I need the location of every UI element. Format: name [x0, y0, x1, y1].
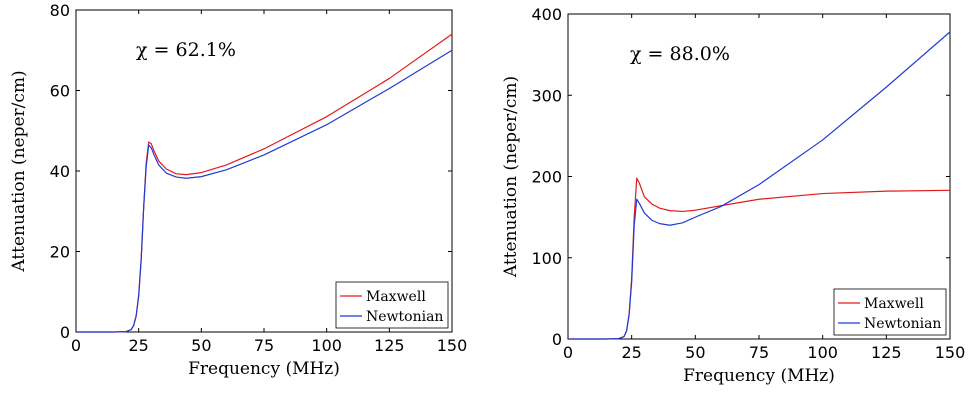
x-tick-label: 100 — [807, 343, 838, 362]
chi-annotation: χ = 88.0% — [630, 43, 730, 65]
y-tick-label: 200 — [531, 168, 562, 187]
legend-label-maxwell: Maxwell — [366, 289, 426, 305]
y-tick-label: 100 — [531, 249, 562, 268]
y-tick-label: 0 — [552, 330, 562, 349]
x-tick-label: 75 — [254, 336, 274, 355]
y-tick-label: 20 — [50, 243, 70, 262]
legend-label-newtonian: Newtonian — [366, 309, 443, 325]
x-tick-label: 100 — [311, 336, 342, 355]
x-tick-label: 150 — [935, 343, 966, 362]
x-tick-label: 0 — [563, 343, 573, 362]
series-line-newtonian — [568, 31, 951, 340]
y-tick-label: 400 — [531, 5, 562, 24]
chart-1: 0 25 50 75 100 125 150 0 20 40 60 80 Frequency (MHz)… — [9, 1, 467, 379]
y-tick-label: 60 — [50, 82, 70, 101]
legend-box — [335, 281, 449, 329]
x-tick-label: 0 — [71, 336, 81, 355]
x-tick-label: 50 — [685, 343, 705, 362]
legend-label-newtonian: Newtonian — [864, 316, 941, 332]
y-axis-label: Attenuation (neper/cm) — [9, 70, 29, 272]
x-tick-label: 150 — [437, 336, 468, 355]
y-tick-label: 300 — [531, 86, 562, 105]
y-tick-label: 0 — [60, 323, 70, 342]
legend: Maxwell Newtonian — [833, 288, 947, 336]
y-axis-label: Attenuation (neper/cm) — [501, 76, 521, 278]
x-tick-label: 125 — [374, 336, 405, 355]
x-tick-label: 125 — [871, 343, 902, 362]
series-line-newtonian — [76, 49, 453, 333]
chart-2: 0 25 50 75 100 125 150 0 100 200 300 400 Frequency (… — [501, 5, 965, 386]
legend-box — [833, 288, 947, 336]
y-tick-label: 40 — [50, 162, 70, 181]
chi-annotation: χ = 62.1% — [136, 39, 236, 61]
x-tick-label: 25 — [128, 336, 148, 355]
legend-label-maxwell: Maxwell — [864, 296, 924, 312]
x-tick-label: 50 — [191, 336, 211, 355]
x-axis-label: Frequency (MHz) — [683, 366, 835, 386]
legend: Maxwell Newtonian — [335, 281, 449, 329]
x-axis-label: Frequency (MHz) — [188, 359, 340, 379]
x-tick-label: 25 — [621, 343, 641, 362]
x-tick-label: 75 — [749, 343, 769, 362]
y-tick-label: 80 — [50, 1, 70, 20]
